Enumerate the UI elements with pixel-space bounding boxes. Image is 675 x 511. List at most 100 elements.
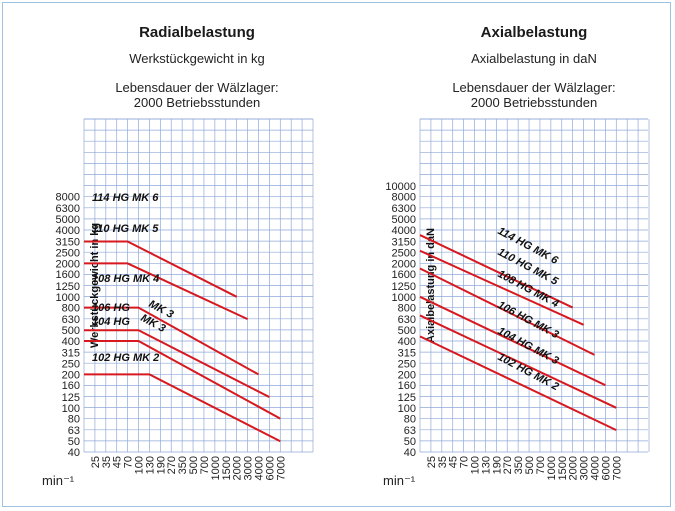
x-axis-label: min⁻¹ bbox=[383, 473, 416, 488]
y-tick-label: 4000 bbox=[392, 225, 416, 237]
series-label: 114 HG MK 6 bbox=[92, 192, 159, 204]
series-line bbox=[419, 295, 606, 387]
series-line bbox=[419, 335, 617, 432]
y-tick-label: 3150 bbox=[392, 237, 416, 249]
y-tick-label: 125 bbox=[398, 392, 416, 404]
x-tick-label: 700 bbox=[199, 456, 211, 474]
chart-note-line-2: 2000 Betriebsstunden bbox=[134, 95, 260, 110]
y-tick-label: 1000 bbox=[56, 292, 80, 304]
x-tick-label: 7000 bbox=[611, 456, 623, 480]
x-tick-label: 500 bbox=[524, 456, 536, 474]
chart-title: Radialbelastung bbox=[139, 24, 255, 41]
y-tick-label: 1600 bbox=[56, 269, 80, 281]
y-tick-label: 800 bbox=[398, 303, 416, 315]
x-tick-label: 700 bbox=[535, 456, 547, 474]
x-tick-label: 45 bbox=[112, 456, 124, 468]
x-tick-label: 25 bbox=[426, 456, 438, 468]
y-tick-label: 63 bbox=[68, 425, 80, 437]
axial-chart: Axialbelastung Axialbelastung in daN Leben… bbox=[383, 24, 650, 488]
x-tick-label: 7000 bbox=[275, 456, 287, 480]
y-tick-label: 2500 bbox=[392, 248, 416, 260]
chart-title: Axialbelastung bbox=[481, 24, 588, 41]
y-tick-label: 1250 bbox=[392, 281, 416, 293]
series-label: 104 HG bbox=[92, 316, 130, 328]
series-label: 102 HG MK 2 bbox=[92, 352, 159, 364]
x-tick-label: 130 bbox=[144, 456, 156, 474]
y-tick-label: 8000 bbox=[392, 192, 416, 204]
y-tick-label: 1600 bbox=[392, 269, 416, 281]
series-line bbox=[84, 240, 238, 298]
y-tick-label: 40 bbox=[404, 447, 416, 459]
y-tick-label: 10000 bbox=[385, 181, 416, 193]
series-line bbox=[419, 249, 584, 326]
series-line bbox=[419, 267, 595, 356]
chart-note-line-2: 2000 Betriebsstunden bbox=[471, 95, 597, 110]
y-tick-label: 4000 bbox=[56, 225, 80, 237]
y-tick-label: 200 bbox=[62, 369, 80, 381]
x-tick-label: 1500 bbox=[557, 456, 569, 480]
series-line bbox=[419, 234, 574, 309]
y-tick-label: 6300 bbox=[56, 203, 80, 215]
y-tick-label: 5000 bbox=[56, 214, 80, 226]
series-line bbox=[84, 306, 259, 376]
y-tick-label: 630 bbox=[62, 314, 80, 326]
y-tick-label: 800 bbox=[62, 303, 80, 315]
y-tick-label: 50 bbox=[68, 436, 80, 448]
figure-frame bbox=[2, 2, 671, 507]
x-tick-label: 3000 bbox=[579, 456, 591, 480]
x-tick-label: 70 bbox=[459, 456, 471, 468]
chart-note-line-1: Lebensdauer der Wälzlager: bbox=[115, 80, 278, 95]
series-label: 110 HG MK 5 bbox=[92, 223, 159, 235]
x-tick-label: 270 bbox=[502, 456, 514, 474]
x-tick-label: 3000 bbox=[243, 456, 255, 480]
y-tick-label: 1250 bbox=[56, 281, 80, 293]
y-tick-label: 400 bbox=[398, 336, 416, 348]
y-tick-label: 200 bbox=[398, 369, 416, 381]
y-tick-label: 315 bbox=[62, 348, 80, 360]
y-tick-label: 630 bbox=[398, 314, 416, 326]
x-tick-label: 2000 bbox=[568, 456, 580, 480]
x-tick-label: 35 bbox=[101, 456, 113, 468]
chart-subtitle: Werkstückgewicht in kg bbox=[129, 51, 265, 66]
y-tick-label: 6300 bbox=[392, 203, 416, 215]
y-tick-label: 3150 bbox=[56, 237, 80, 249]
x-tick-label: 100 bbox=[470, 456, 482, 474]
x-tick-label: 500 bbox=[188, 456, 200, 474]
y-tick-label: 2000 bbox=[56, 258, 80, 270]
y-tick-label: 315 bbox=[398, 348, 416, 360]
y-tick-label: 40 bbox=[68, 447, 80, 459]
x-tick-label: 190 bbox=[491, 456, 503, 474]
y-tick-label: 5000 bbox=[392, 214, 416, 226]
y-tick-label: 250 bbox=[62, 359, 80, 371]
radial-chart: Radialbelastung Werkstückgewicht in kg Leb… bbox=[42, 24, 314, 488]
y-tick-label: 50 bbox=[404, 436, 416, 448]
y-tick-label: 125 bbox=[62, 392, 80, 404]
x-tick-label: 4000 bbox=[253, 456, 265, 480]
y-tick-label: 63 bbox=[404, 425, 416, 437]
x-tick-label: 350 bbox=[177, 456, 189, 474]
x-tick-label: 350 bbox=[513, 456, 525, 474]
chart-subtitle: Axialbelastung in daN bbox=[471, 51, 597, 66]
y-axis-label: Axialbelastung in daN bbox=[425, 228, 437, 343]
x-axis-label: min⁻¹ bbox=[42, 473, 75, 488]
x-tick-label: 130 bbox=[480, 456, 492, 474]
x-tick-label: 25 bbox=[90, 456, 102, 468]
x-tick-label: 35 bbox=[437, 456, 449, 468]
y-tick-label: 160 bbox=[62, 380, 80, 392]
y-tick-label: 80 bbox=[68, 414, 80, 426]
x-tick-label: 70 bbox=[123, 456, 135, 468]
y-tick-label: 500 bbox=[398, 325, 416, 337]
y-tick-label: 250 bbox=[398, 359, 416, 371]
x-tick-label: 45 bbox=[448, 456, 460, 468]
y-tick-label: 80 bbox=[404, 414, 416, 426]
series-line bbox=[84, 340, 281, 420]
series-line bbox=[84, 329, 270, 398]
y-tick-label: 1000 bbox=[392, 292, 416, 304]
x-tick-label: 190 bbox=[155, 456, 167, 474]
y-tick-label: 2000 bbox=[392, 258, 416, 270]
y-tick-label: 500 bbox=[62, 325, 80, 337]
x-tick-label: 6000 bbox=[600, 456, 612, 480]
x-tick-label: 1000 bbox=[546, 456, 558, 480]
series-label: 106 HG bbox=[92, 302, 130, 314]
